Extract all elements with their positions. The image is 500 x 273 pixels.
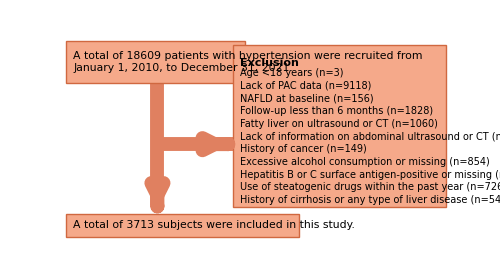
Text: Lack of information on abdominal ultrasound or CT (n=38): Lack of information on abdominal ultraso…	[240, 132, 500, 142]
Text: Fatty liver on ultrasound or CT (n=1060): Fatty liver on ultrasound or CT (n=1060)	[240, 119, 438, 129]
Text: Age <18 years (n=3): Age <18 years (n=3)	[240, 68, 344, 78]
Text: A total of 18609 patients with hypertension were recruited from
January 1, 2010,: A total of 18609 patients with hypertens…	[74, 51, 423, 73]
Text: Exclusion: Exclusion	[240, 58, 299, 68]
FancyBboxPatch shape	[66, 41, 244, 83]
Text: History of cancer (n=149): History of cancer (n=149)	[240, 144, 366, 154]
Text: Hepatitis B or C surface antigen-positive or missing (n=415): Hepatitis B or C surface antigen-positiv…	[240, 170, 500, 180]
Text: Lack of PAC data (n=9118): Lack of PAC data (n=9118)	[240, 81, 372, 91]
FancyBboxPatch shape	[233, 45, 446, 207]
Text: Follow-up less than 6 months (n=1828): Follow-up less than 6 months (n=1828)	[240, 106, 433, 116]
FancyBboxPatch shape	[66, 213, 299, 237]
Text: A total of 3713 subjects were included in this study.: A total of 3713 subjects were included i…	[74, 220, 355, 230]
Text: Use of steatogenic drugs within the past year (n=726): Use of steatogenic drugs within the past…	[240, 182, 500, 192]
Text: Excessive alcohol consumption or missing (n=854): Excessive alcohol consumption or missing…	[240, 157, 490, 167]
Text: NAFLD at baseline (n=156): NAFLD at baseline (n=156)	[240, 93, 374, 103]
Text: History of cirrhosis or any type of liver disease (n=549): History of cirrhosis or any type of live…	[240, 195, 500, 205]
